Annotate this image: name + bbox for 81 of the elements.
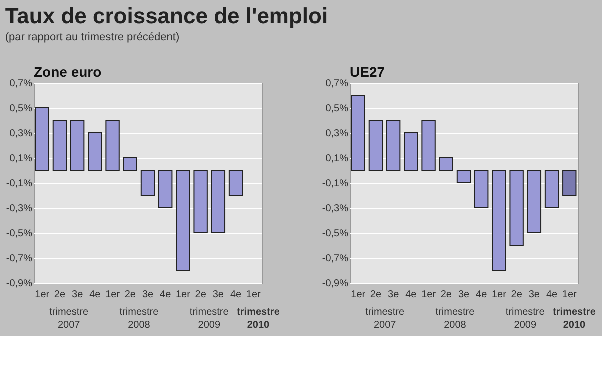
- x-tick-label: 3e: [388, 290, 400, 300]
- bar: [194, 170, 208, 234]
- bar: [228, 170, 244, 196]
- text: trimestre 2010: [553, 307, 596, 331]
- series-label: UE27: [350, 64, 386, 80]
- y-tick-label: 0,5%: [326, 104, 349, 114]
- x-tick-label: 2e: [511, 290, 523, 300]
- bar: [70, 120, 85, 171]
- text: trimestre 2008: [436, 307, 476, 331]
- x-tick-label: 1er: [562, 290, 578, 300]
- bar: [106, 120, 120, 171]
- y-tick-label: 0,3%: [326, 128, 349, 140]
- x-tick-label: 3e: [72, 290, 84, 300]
- bar: [386, 120, 401, 171]
- x-tick-label: 1er: [422, 290, 437, 300]
- x-tick-label: 1er: [492, 290, 508, 300]
- x-tick-label: 4e: [476, 290, 488, 300]
- bar: [88, 132, 102, 171]
- bar: [158, 170, 173, 208]
- y-tick-label: -0,1%: [322, 178, 349, 190]
- bar: [140, 170, 156, 196]
- y-tick-label: -0,1%: [6, 178, 33, 190]
- x-tick-label: 4e: [546, 290, 558, 300]
- x-tick-label: 1er: [246, 290, 262, 300]
- x-tick-label: 3e: [212, 290, 224, 300]
- y-tick-label: 0,5%: [10, 104, 33, 114]
- x-tick-label: 4e: [230, 290, 242, 300]
- y-tick-label: 0,1%: [10, 154, 33, 164]
- bar: [404, 132, 418, 171]
- bar: [439, 158, 454, 171]
- bar: [562, 170, 577, 196]
- text: trimestre 2008: [120, 307, 160, 331]
- x-tick-label: 3e: [142, 290, 154, 300]
- y-tick-label: -0,7%: [6, 254, 33, 264]
- x-tick-label: 4e: [90, 290, 102, 300]
- bar: [35, 108, 50, 171]
- chart-title: Taux de croissance de l'emploi: [5, 4, 328, 28]
- text: trimestre 2007: [50, 307, 89, 331]
- bar: [544, 170, 560, 208]
- bar: [456, 170, 472, 184]
- bar: [474, 170, 489, 208]
- y-tick-label: -0,9%: [322, 278, 349, 290]
- x-tick-label: 1er: [106, 290, 121, 300]
- x-tick-label: 2e: [370, 290, 382, 300]
- x-tick-label: 2e: [440, 290, 452, 300]
- x-tick-label: 4e: [160, 290, 172, 300]
- y-tick-label: -0,9%: [6, 278, 33, 290]
- text: trimestre 2009: [190, 307, 230, 331]
- x-tick-label: 2e: [124, 290, 136, 300]
- x-tick-label: 2e: [54, 290, 66, 300]
- y-tick-label: 0,7%: [326, 78, 349, 90]
- bar: [123, 158, 138, 171]
- text: trimestre 2007: [366, 307, 405, 331]
- y-tick-label: 0,3%: [10, 128, 33, 140]
- y-tick-label: 0,7%: [10, 78, 33, 90]
- text: trimestre 2010: [237, 307, 280, 331]
- bar: [368, 120, 384, 171]
- bar: [52, 120, 68, 171]
- x-tick-label: 3e: [528, 290, 540, 300]
- x-tick-label: 1er: [176, 290, 192, 300]
- text: Zone euro: [34, 64, 102, 80]
- y-tick-label: 0,1%: [326, 154, 349, 164]
- y-tick-label: -0,5%: [322, 228, 349, 240]
- text: trimestre 2009: [506, 307, 546, 331]
- bar: [176, 170, 190, 271]
- y-tick-label: -0,5%: [6, 228, 33, 240]
- bar: [527, 170, 542, 234]
- bar: [211, 170, 226, 234]
- bar: [351, 95, 366, 171]
- x-tick-label: 1er: [351, 290, 366, 300]
- x-tick-label: 2e: [195, 290, 207, 300]
- y-tick-label: -0,3%: [322, 204, 349, 214]
- x-tick-label: 3e: [458, 290, 470, 300]
- bar: [510, 170, 524, 246]
- y-tick-label: -0,3%: [6, 204, 33, 214]
- x-tick-label: 4e: [406, 290, 418, 300]
- chart-subtitle: (par rapport au trimestre précédent): [5, 32, 180, 44]
- bar: [492, 170, 506, 271]
- bar: [422, 120, 436, 171]
- x-tick-label: 1er: [35, 290, 50, 300]
- y-tick-label: -0,7%: [322, 254, 349, 264]
